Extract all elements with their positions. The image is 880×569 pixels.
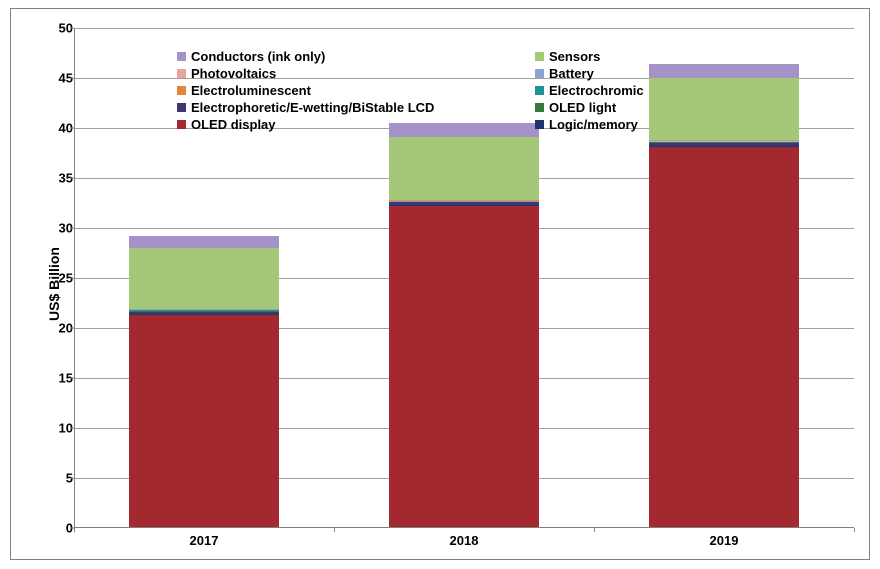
bar-seg-oled_light (649, 142, 800, 143)
y-tick-mark (70, 28, 74, 29)
y-tick-mark (70, 128, 74, 129)
y-tick-mark (70, 428, 74, 429)
legend-label: Electrochromic (549, 83, 644, 98)
y-tick-mark (70, 178, 74, 179)
legend-item-electroluminescent: Electroluminescent (177, 83, 311, 98)
legend-swatch (535, 52, 544, 61)
legend-item-logic_memory: Logic/memory (535, 117, 638, 132)
legend-swatch (177, 52, 186, 61)
x-tick-mark (334, 528, 335, 532)
x-tick-mark (594, 528, 595, 532)
bar-seg-conductors (649, 64, 800, 79)
x-tick-mark (854, 528, 855, 532)
legend-label: Electroluminescent (191, 83, 311, 98)
bar-seg-sensors (129, 248, 280, 309)
bar-2017 (129, 236, 280, 528)
legend-item-electrochromic: Electrochromic (535, 83, 644, 98)
legend-swatch (177, 86, 186, 95)
x-tick-label: 2017 (190, 533, 219, 548)
legend-swatch (535, 69, 544, 78)
bar-seg-electrophoretic (649, 143, 800, 146)
legend-item-oled_display: OLED display (177, 117, 276, 132)
x-axis (74, 527, 854, 528)
plot-area: Conductors (ink only) Sensors Photovoltaic… (74, 28, 854, 528)
bar-2018 (389, 123, 540, 528)
bar-seg-oled_light (129, 311, 280, 312)
bar-seg-electrophoretic (129, 311, 280, 314)
bar-seg-battery (649, 140, 800, 141)
bar-seg-conductors (389, 123, 540, 137)
x-tick-mark (74, 528, 75, 532)
gridline (74, 28, 854, 29)
legend-label: OLED light (549, 100, 616, 115)
bar-seg-conductors (129, 236, 280, 249)
bar-seg-oled_light (389, 201, 540, 202)
y-tick-mark (70, 78, 74, 79)
x-tick-label: 2019 (710, 533, 739, 548)
legend-item-electrophoretic: Electrophoretic/E-wetting/BiStable LCD (177, 100, 434, 115)
legend-swatch (177, 69, 186, 78)
legend-item-photovoltaics: Photovoltaics (177, 66, 276, 81)
legend-label: Logic/memory (549, 117, 638, 132)
legend-label: OLED display (191, 117, 276, 132)
legend-item-battery: Battery (535, 66, 594, 81)
y-tick-mark (70, 228, 74, 229)
bar-seg-oled_display (389, 206, 540, 528)
legend-swatch (535, 103, 544, 112)
y-tick-mark (70, 378, 74, 379)
legend-label: Battery (549, 66, 594, 81)
y-tick-mark (70, 478, 74, 479)
y-axis (74, 28, 75, 528)
legend-item-oled_light: OLED light (535, 100, 616, 115)
legend-swatch (177, 103, 186, 112)
x-tick-label: 2018 (450, 533, 479, 548)
bar-seg-logic_memory (129, 314, 280, 315)
legend-label: Sensors (549, 49, 600, 64)
legend-label: Photovoltaics (191, 66, 276, 81)
legend-item-conductors: Conductors (ink only) (177, 49, 325, 64)
bar-seg-sensors (389, 137, 540, 200)
chart-container: US$ Billion Conductors (ink only)Sensors… (10, 8, 870, 560)
legend-label: Conductors (ink only) (191, 49, 325, 64)
legend-swatch (535, 86, 544, 95)
y-tick-mark (70, 278, 74, 279)
bar-seg-logic_memory (649, 146, 800, 147)
legend-label: Electrophoretic/E-wetting/BiStable LCD (191, 100, 434, 115)
legend-item-sensors: Sensors (535, 49, 600, 64)
y-tick-mark (70, 328, 74, 329)
bar-seg-oled_display (129, 315, 280, 528)
bar-seg-logic_memory (389, 205, 540, 206)
bar-2019 (649, 64, 800, 528)
legend-swatch (535, 120, 544, 129)
bar-seg-electrophoretic (389, 202, 540, 205)
legend-swatch (177, 120, 186, 129)
bar-seg-oled_display (649, 147, 800, 528)
bar-seg-sensors (649, 78, 800, 140)
